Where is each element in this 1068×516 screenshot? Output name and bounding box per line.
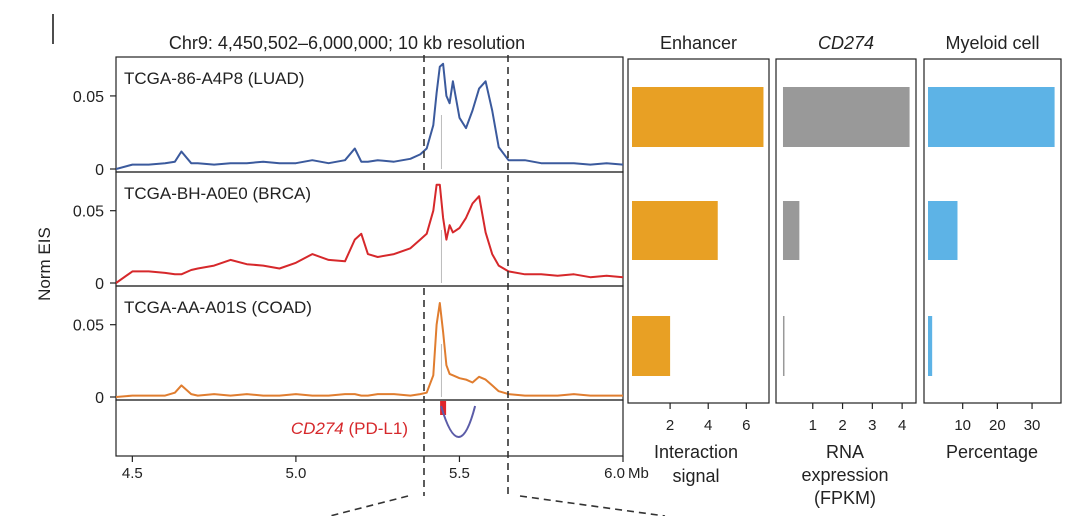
y-tick-label-005-1: 0.05 xyxy=(73,204,104,221)
bar-xlabel-1-line-2: (FPKM) xyxy=(814,488,876,508)
bar-x-tick-label-1-2: 3 xyxy=(868,417,876,434)
gene-track-frame xyxy=(115,399,624,457)
bar-panels: Enhancer 2 4 6 CD274 1 2 3 4 Myeloid cell 10 20 30 In… xyxy=(627,33,1062,508)
bar-xlabel-1-line-1: expression xyxy=(801,465,888,485)
track-label-2: TCGA-AA-A01S (COAD) xyxy=(124,298,312,317)
bar-x-tick-label-2-2: 30 xyxy=(1024,417,1041,434)
loop-arc xyxy=(440,405,477,438)
bar-x-tick-label-0-0: 2 xyxy=(666,417,674,434)
bar-x-tick-label-1-3: 4 xyxy=(898,417,906,434)
bar-x-tick-label-0-2: 6 xyxy=(742,417,750,434)
bar-0-2 xyxy=(632,316,671,376)
line-chart-title: Chr9: 4,450,502–6,000,000; 10 kb resolut… xyxy=(169,33,525,53)
bar-x-tick-label-2-1: 20 xyxy=(989,417,1006,434)
x-tick-label-2: 5.5 xyxy=(449,465,470,482)
bar-2-1 xyxy=(928,201,958,260)
bar-xlabel-0-line-1: signal xyxy=(672,466,719,486)
x-tick-label-0: 4.5 xyxy=(122,465,143,482)
zoom-line-right xyxy=(519,495,666,516)
y-tick-label-0-2: 0 xyxy=(95,390,104,407)
track-label-1: TCGA-BH-A0E0 (BRCA) xyxy=(124,184,311,203)
y-tick-label-0-1: 0 xyxy=(95,276,104,293)
y-axis-label: Norm EIS xyxy=(35,227,54,301)
zoom-line-left xyxy=(329,495,409,516)
bar-xlabel-1: RNA expression (FPKM) xyxy=(801,442,888,508)
bar-xlabel-0: Interaction signal xyxy=(654,442,738,486)
bar-frame-0 xyxy=(627,58,770,404)
gene-name: CD274 xyxy=(291,419,349,438)
x-unit-label: Mb xyxy=(628,465,649,482)
x-tick-label-1: 5.0 xyxy=(285,465,306,482)
y-tick-label-005-2: 0.05 xyxy=(73,318,104,335)
bar-x-tick-label-1-1: 2 xyxy=(838,417,846,434)
bar-title-0: Enhancer xyxy=(660,33,737,53)
series-line-0 xyxy=(116,62,623,170)
gene-feature-mark xyxy=(440,401,447,415)
track-label-0: TCGA-86-A4P8 (LUAD) xyxy=(124,69,304,88)
bar-1-1 xyxy=(782,201,800,260)
bar-2-2 xyxy=(928,316,933,376)
bar-0-1 xyxy=(632,201,718,260)
bar-1-0 xyxy=(782,87,910,147)
series-line-1 xyxy=(116,183,623,284)
bar-frame-2 xyxy=(923,58,1062,404)
protein-name: (PD-L1) xyxy=(348,419,408,438)
y-tick-label-0-0: 0 xyxy=(95,162,104,179)
series-line-2 xyxy=(116,302,623,398)
bar-frame-1 xyxy=(775,58,917,404)
bar-1-2 xyxy=(782,316,785,376)
bar-2-0 xyxy=(928,87,1055,147)
bar-x-tick-label-0-1: 4 xyxy=(704,417,712,434)
bar-x-tick-label-1-0: 1 xyxy=(809,417,817,434)
bar-xlabel-1-line-0: RNA xyxy=(826,442,864,462)
y-tick-label-005-0: 0.05 xyxy=(73,89,104,106)
x-tick-label-3: 6.0 xyxy=(604,465,625,482)
line-tracks: TCGA-86-A4P8 (LUAD) 0 0.05 TCGA-BH-A0E0 (BR… xyxy=(73,55,666,516)
bar-title-2: Myeloid cell xyxy=(945,33,1039,53)
bar-xlabel-2-line-0: Percentage xyxy=(946,442,1038,462)
bar-0-0 xyxy=(632,87,764,147)
bar-x-tick-label-2-0: 10 xyxy=(954,417,971,434)
gene-label: CD274 (PD-L1) xyxy=(291,419,408,438)
bar-title-1: CD274 xyxy=(818,33,874,53)
bar-xlabel-0-line-0: Interaction xyxy=(654,442,738,462)
bar-xlabel-2: Percentage xyxy=(946,442,1038,462)
